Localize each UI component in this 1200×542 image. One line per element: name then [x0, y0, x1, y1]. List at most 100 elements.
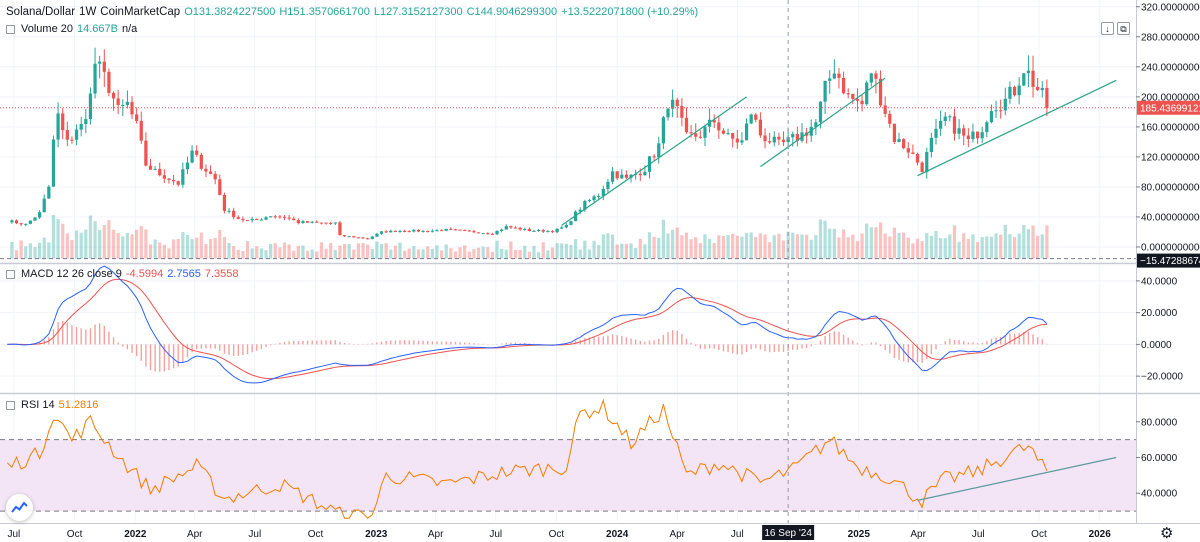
down-arrow-icon[interactable]: ↓ [1101, 22, 1114, 35]
candle-body [846, 93, 850, 95]
rsi-legend[interactable]: RSI 14 51.2816 [6, 399, 98, 411]
volume-na: n/a [121, 23, 138, 35]
candle-body [435, 230, 439, 232]
candle-body [379, 231, 384, 234]
candle-body [795, 133, 799, 141]
price-tick-label: 40.0000000000 [1141, 212, 1200, 223]
volume-bar [458, 247, 462, 259]
volume-toggle-icon[interactable] [6, 24, 15, 34]
candle-body [717, 122, 721, 131]
volume-bar [647, 232, 652, 259]
candle-body [814, 122, 818, 127]
volume-bar [832, 228, 836, 259]
volume-bar [51, 214, 56, 259]
candle-body [412, 229, 416, 232]
rsi-toggle-icon[interactable] [6, 400, 15, 410]
volume-bar [426, 246, 430, 259]
candle-body [162, 175, 166, 179]
volume-bar [795, 234, 799, 259]
candle-body [837, 73, 841, 78]
candle-body [282, 216, 287, 218]
volume-bar [846, 237, 850, 259]
volume-bar [509, 241, 513, 259]
restore-icon[interactable]: ⧉ [1117, 22, 1130, 35]
candle-body [869, 73, 873, 83]
candle-body [601, 188, 605, 196]
volume-bar [65, 233, 69, 259]
candle-body [195, 150, 199, 155]
volume-bar [490, 251, 495, 259]
last-price-label-bg [1137, 100, 1200, 115]
candle-body [389, 230, 393, 233]
time-tick-label: Apr [187, 529, 203, 540]
time-tick-label: Apr [910, 529, 926, 540]
trendlines[interactable] [0, 0, 1136, 524]
candle-body [975, 131, 980, 139]
volume-bar [781, 240, 786, 259]
candle-body [754, 114, 758, 120]
time-tick-label: 2023 [365, 529, 388, 540]
volume-bar [1008, 234, 1012, 259]
volume-bar [541, 242, 545, 259]
candle-body [841, 77, 846, 94]
candle-body [934, 128, 938, 138]
volume-bar [324, 248, 328, 259]
macd-legend[interactable]: MACD 12 26 close 9 -4.5994 2.7565 7.3558 [6, 268, 239, 280]
candle-body [125, 101, 130, 105]
interval-label[interactable]: 1W [79, 6, 97, 18]
volume-bar [971, 234, 975, 259]
volume-bar [698, 243, 702, 259]
macd-toggle-icon[interactable] [6, 269, 15, 279]
symbol-title[interactable]: Solana/Dollar [6, 6, 76, 18]
volume-bar [190, 239, 194, 259]
candle-body [680, 105, 684, 118]
candle-body [375, 233, 379, 237]
candle-body [671, 99, 675, 109]
volume-bar [315, 251, 319, 259]
candle-body [88, 93, 93, 120]
price-tick-label: 80.0000000000 [1141, 182, 1200, 193]
candle-body [42, 198, 46, 213]
volume-bar [962, 233, 966, 259]
candle-body [333, 222, 337, 224]
candle-body [878, 78, 883, 106]
candle-body [1036, 86, 1040, 91]
candle-body [915, 153, 920, 163]
ohlc-change: +13.5222071800 (+10.29%) [561, 6, 699, 18]
volume-bar [828, 228, 832, 259]
volume-bar [726, 235, 730, 259]
volume-bar [1045, 225, 1049, 259]
candle-body [550, 231, 555, 233]
volume-bar [999, 234, 1003, 259]
tradingview-logo-icon[interactable] [6, 494, 33, 521]
volume-bar [250, 248, 254, 259]
candle-body [597, 195, 601, 197]
volume-bar [463, 245, 467, 259]
volume-bar [837, 237, 841, 259]
volume-bar [88, 215, 93, 259]
candle-body [14, 220, 19, 224]
gear-icon[interactable]: ⚙ [1160, 525, 1174, 542]
candle-body [541, 230, 545, 232]
candle-body [897, 139, 901, 143]
candle-body [818, 101, 823, 123]
candle-body [555, 228, 559, 233]
volume-bar [865, 223, 869, 259]
candle-body [181, 169, 185, 185]
volume-bar [181, 232, 185, 259]
volume-legend[interactable]: Volume 20 14.667B n/a [6, 23, 137, 35]
volume-bar [139, 226, 143, 259]
price-tick-label: 240.0000000000 [1141, 62, 1200, 73]
candle-body [171, 179, 176, 182]
volume-bar [925, 233, 929, 259]
macd-value: 2.7565 [167, 268, 201, 280]
candle-body [70, 139, 74, 141]
volume-bar [546, 250, 550, 259]
candle-body [684, 117, 689, 133]
candle-body [153, 168, 157, 170]
candle-body [758, 119, 763, 136]
volume-bar [818, 219, 823, 259]
volume-bar [116, 232, 120, 259]
candle-body [227, 210, 231, 212]
